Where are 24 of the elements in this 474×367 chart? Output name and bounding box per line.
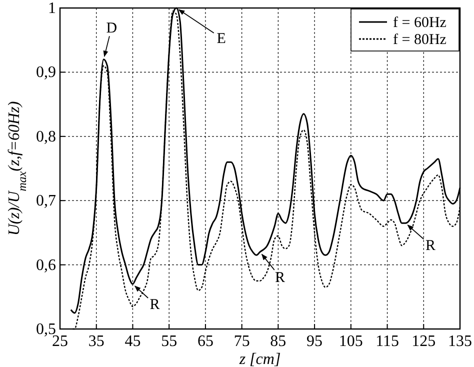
annotation: R: [425, 238, 436, 254]
x-tick-label: 35: [88, 333, 104, 350]
legend-label: f = 60Hz: [393, 15, 447, 31]
x-tick-label: 75: [234, 333, 250, 350]
legend-label: f = 80Hz: [393, 32, 447, 48]
y-tick-label: 1: [48, 0, 56, 17]
y-tick-label: 0,6: [36, 256, 56, 274]
y-tick-label: 0,9: [36, 64, 56, 82]
x-tick-label: 125: [412, 333, 436, 350]
x-tick-label: 65: [197, 333, 214, 350]
x-tick-label: 115: [376, 333, 399, 350]
x-tick-label: 95: [306, 333, 323, 350]
annotation: D: [106, 20, 118, 36]
annotation: R: [150, 297, 160, 314]
x-tick-label: 45: [124, 333, 141, 350]
annotation: E: [216, 31, 226, 47]
y-tick-label: 0,7: [36, 192, 56, 210]
x-tick-label: 105: [338, 333, 363, 350]
y-tick-label: 0,8: [36, 128, 56, 146]
x-tick-label: 55: [161, 333, 178, 350]
annotation: R: [274, 270, 286, 286]
x-axis-title: z [cm]: [238, 351, 281, 367]
x-tick-label: 85: [270, 333, 286, 350]
x-tick-label: 135: [448, 333, 472, 350]
